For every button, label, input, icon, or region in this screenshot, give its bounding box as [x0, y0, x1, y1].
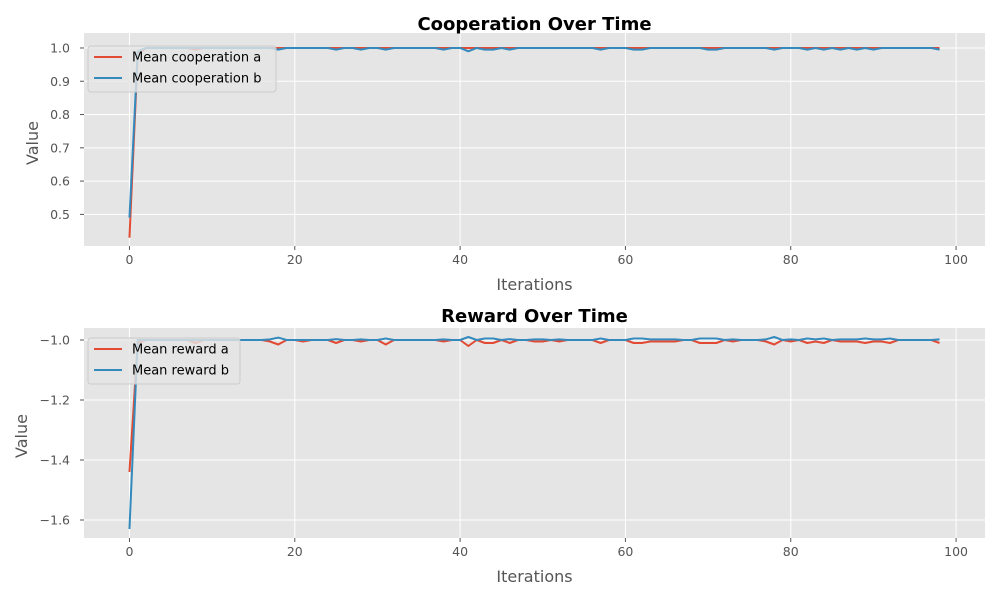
cooperation-x-tick-label: 60 — [617, 252, 633, 267]
reward-x-tick-label: 0 — [125, 544, 133, 559]
cooperation-legend-label-b: Mean cooperation b — [132, 72, 261, 87]
reward-legend-label-b: Mean reward b — [132, 364, 229, 379]
reward-chart: 0 20 40 60 80 100 −1.6 −1.4 −1.2 −1.0 Reward Over… — [12, 306, 985, 586]
cooperation-x-tick-label: 0 — [125, 252, 133, 267]
reward-x-tick-label: 20 — [287, 544, 303, 559]
reward-y-tick-label: −1.2 — [40, 393, 70, 408]
cooperation-y-axis-label: Value — [23, 121, 42, 165]
reward-chart-title: Reward Over Time — [441, 306, 628, 327]
cooperation-x-axis-label: Iterations — [496, 275, 572, 294]
cooperation-legend: Mean cooperation a Mean cooperation b — [87, 45, 277, 93]
reward-series-line-b — [128, 336, 940, 530]
reward-ticks: 0 20 40 60 80 100 −1.6 −1.4 −1.2 −1.0 — [40, 333, 968, 560]
cooperation-chart: 0 20 40 60 80 100 0.5 0.6 0.7 0.8 0.9 1.0 Cooperati… — [23, 14, 985, 294]
reward-y-tick-label: −1.0 — [40, 333, 70, 348]
reward-y-tick-label: −1.6 — [40, 513, 70, 528]
reward-legend-box — [87, 337, 241, 385]
cooperation-y-tick-label: 0.8 — [50, 107, 70, 122]
cooperation-x-tick-label: 40 — [452, 252, 468, 267]
reward-x-tick-label: 80 — [783, 544, 799, 559]
cooperation-y-tick-label: 0.5 — [50, 207, 70, 222]
reward-lines — [128, 336, 940, 530]
reward-y-tick-label: −1.4 — [40, 453, 70, 468]
cooperation-chart-title: Cooperation Over Time — [417, 14, 651, 35]
reward-legend: Mean reward a Mean reward b — [87, 337, 241, 385]
reward-y-axis-label: Value — [12, 414, 31, 458]
cooperation-legend-box — [87, 45, 277, 93]
cooperation-legend-label-a: Mean cooperation a — [132, 51, 261, 66]
cooperation-ticks: 0 20 40 60 80 100 0.5 0.6 0.7 0.8 0.9 1.0 — [50, 40, 968, 267]
cooperation-x-tick-label: 100 — [944, 252, 968, 267]
cooperation-y-tick-label: 1.0 — [50, 40, 70, 55]
reward-x-tick-label: 60 — [617, 544, 633, 559]
reward-x-axis-label: Iterations — [496, 567, 572, 586]
cooperation-x-tick-label: 20 — [287, 252, 303, 267]
cooperation-x-tick-label: 80 — [783, 252, 799, 267]
cooperation-y-tick-label: 0.6 — [50, 174, 70, 189]
reward-x-tick-label: 40 — [452, 544, 468, 559]
reward-legend-label-a: Mean reward a — [132, 343, 229, 358]
cooperation-y-tick-label: 0.9 — [50, 74, 70, 89]
reward-x-tick-label: 100 — [944, 544, 968, 559]
cooperation-y-tick-label: 0.7 — [50, 140, 70, 155]
